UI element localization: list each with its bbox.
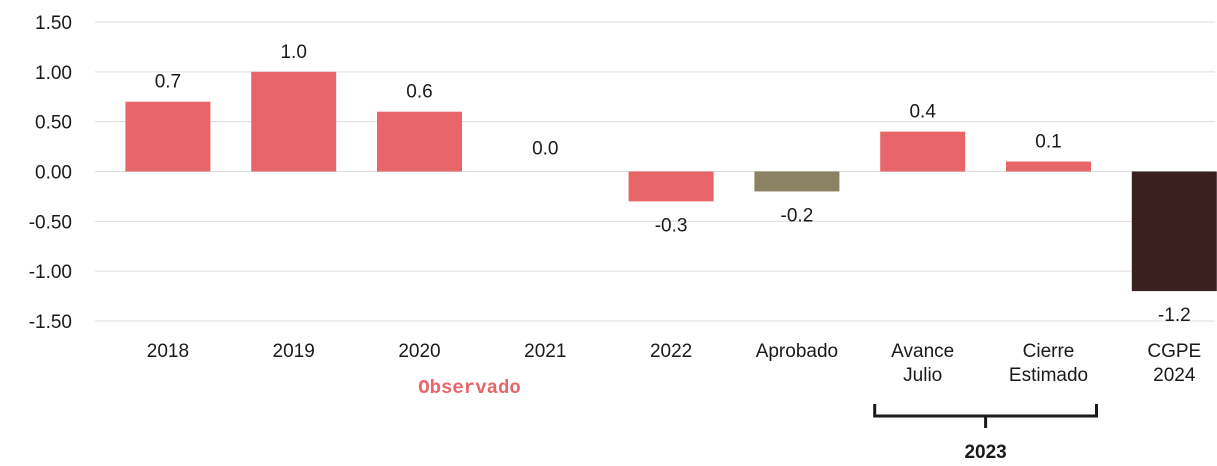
data-labels: 0.7 1.0 0.6 0.0 -0.3 -0.2 0.4 0.1 -1.2 (155, 42, 1191, 326)
y-tick-label: -1.50 (29, 312, 72, 333)
data-label: -0.2 (781, 205, 814, 226)
y-tick-label: -0.50 (29, 212, 72, 233)
data-label: -0.3 (655, 215, 688, 236)
y-tick-label: 0.50 (35, 113, 72, 134)
category-label: CGPE (1147, 341, 1201, 362)
category-label: 2021 (524, 341, 566, 362)
data-label: 0.0 (532, 139, 558, 160)
data-label: 0.1 (1035, 132, 1061, 153)
category-label: 2020 (398, 341, 440, 362)
y-tick-label: 1.50 (35, 13, 72, 34)
bar (754, 171, 840, 192)
category-label: Julio (903, 365, 942, 386)
bar (880, 131, 966, 172)
group-label: Observado (418, 377, 521, 399)
group-annotations: Observado 2023 (418, 377, 1098, 463)
category-label: Cierre (1023, 341, 1075, 362)
data-label: -1.2 (1158, 305, 1191, 326)
data-label: 0.7 (155, 72, 181, 93)
category-label: 2024 (1153, 365, 1196, 386)
bar (1006, 161, 1091, 172)
bar (125, 101, 211, 172)
category-label: 2019 (273, 341, 315, 362)
category-label: 2022 (650, 341, 692, 362)
bar (628, 171, 714, 202)
data-label: 0.4 (909, 102, 936, 123)
y-tick-label: 0.00 (35, 163, 72, 184)
y-tick-label: 1.00 (35, 63, 72, 84)
y-tick-label: -1.00 (29, 262, 72, 283)
data-label: 1.0 (280, 42, 306, 63)
y-axis-ticks: 1.50 1.00 0.50 0.00 -0.50 -1.00 -1.50 (29, 13, 72, 333)
category-label: 2018 (147, 341, 189, 362)
bar (377, 111, 462, 172)
bars (125, 71, 1217, 292)
category-label: Estimado (1009, 365, 1088, 386)
category-label: Avance (891, 341, 954, 362)
group-bracket (873, 404, 1098, 428)
bar (1131, 171, 1217, 292)
category-label: Aprobado (756, 341, 838, 362)
data-label: 0.6 (406, 82, 432, 103)
bar (251, 71, 337, 172)
category-labels: 2018 2019 2020 2021 2022 Aprobado Avance Julio C… (147, 341, 1201, 386)
group-label: 2023 (964, 442, 1006, 463)
